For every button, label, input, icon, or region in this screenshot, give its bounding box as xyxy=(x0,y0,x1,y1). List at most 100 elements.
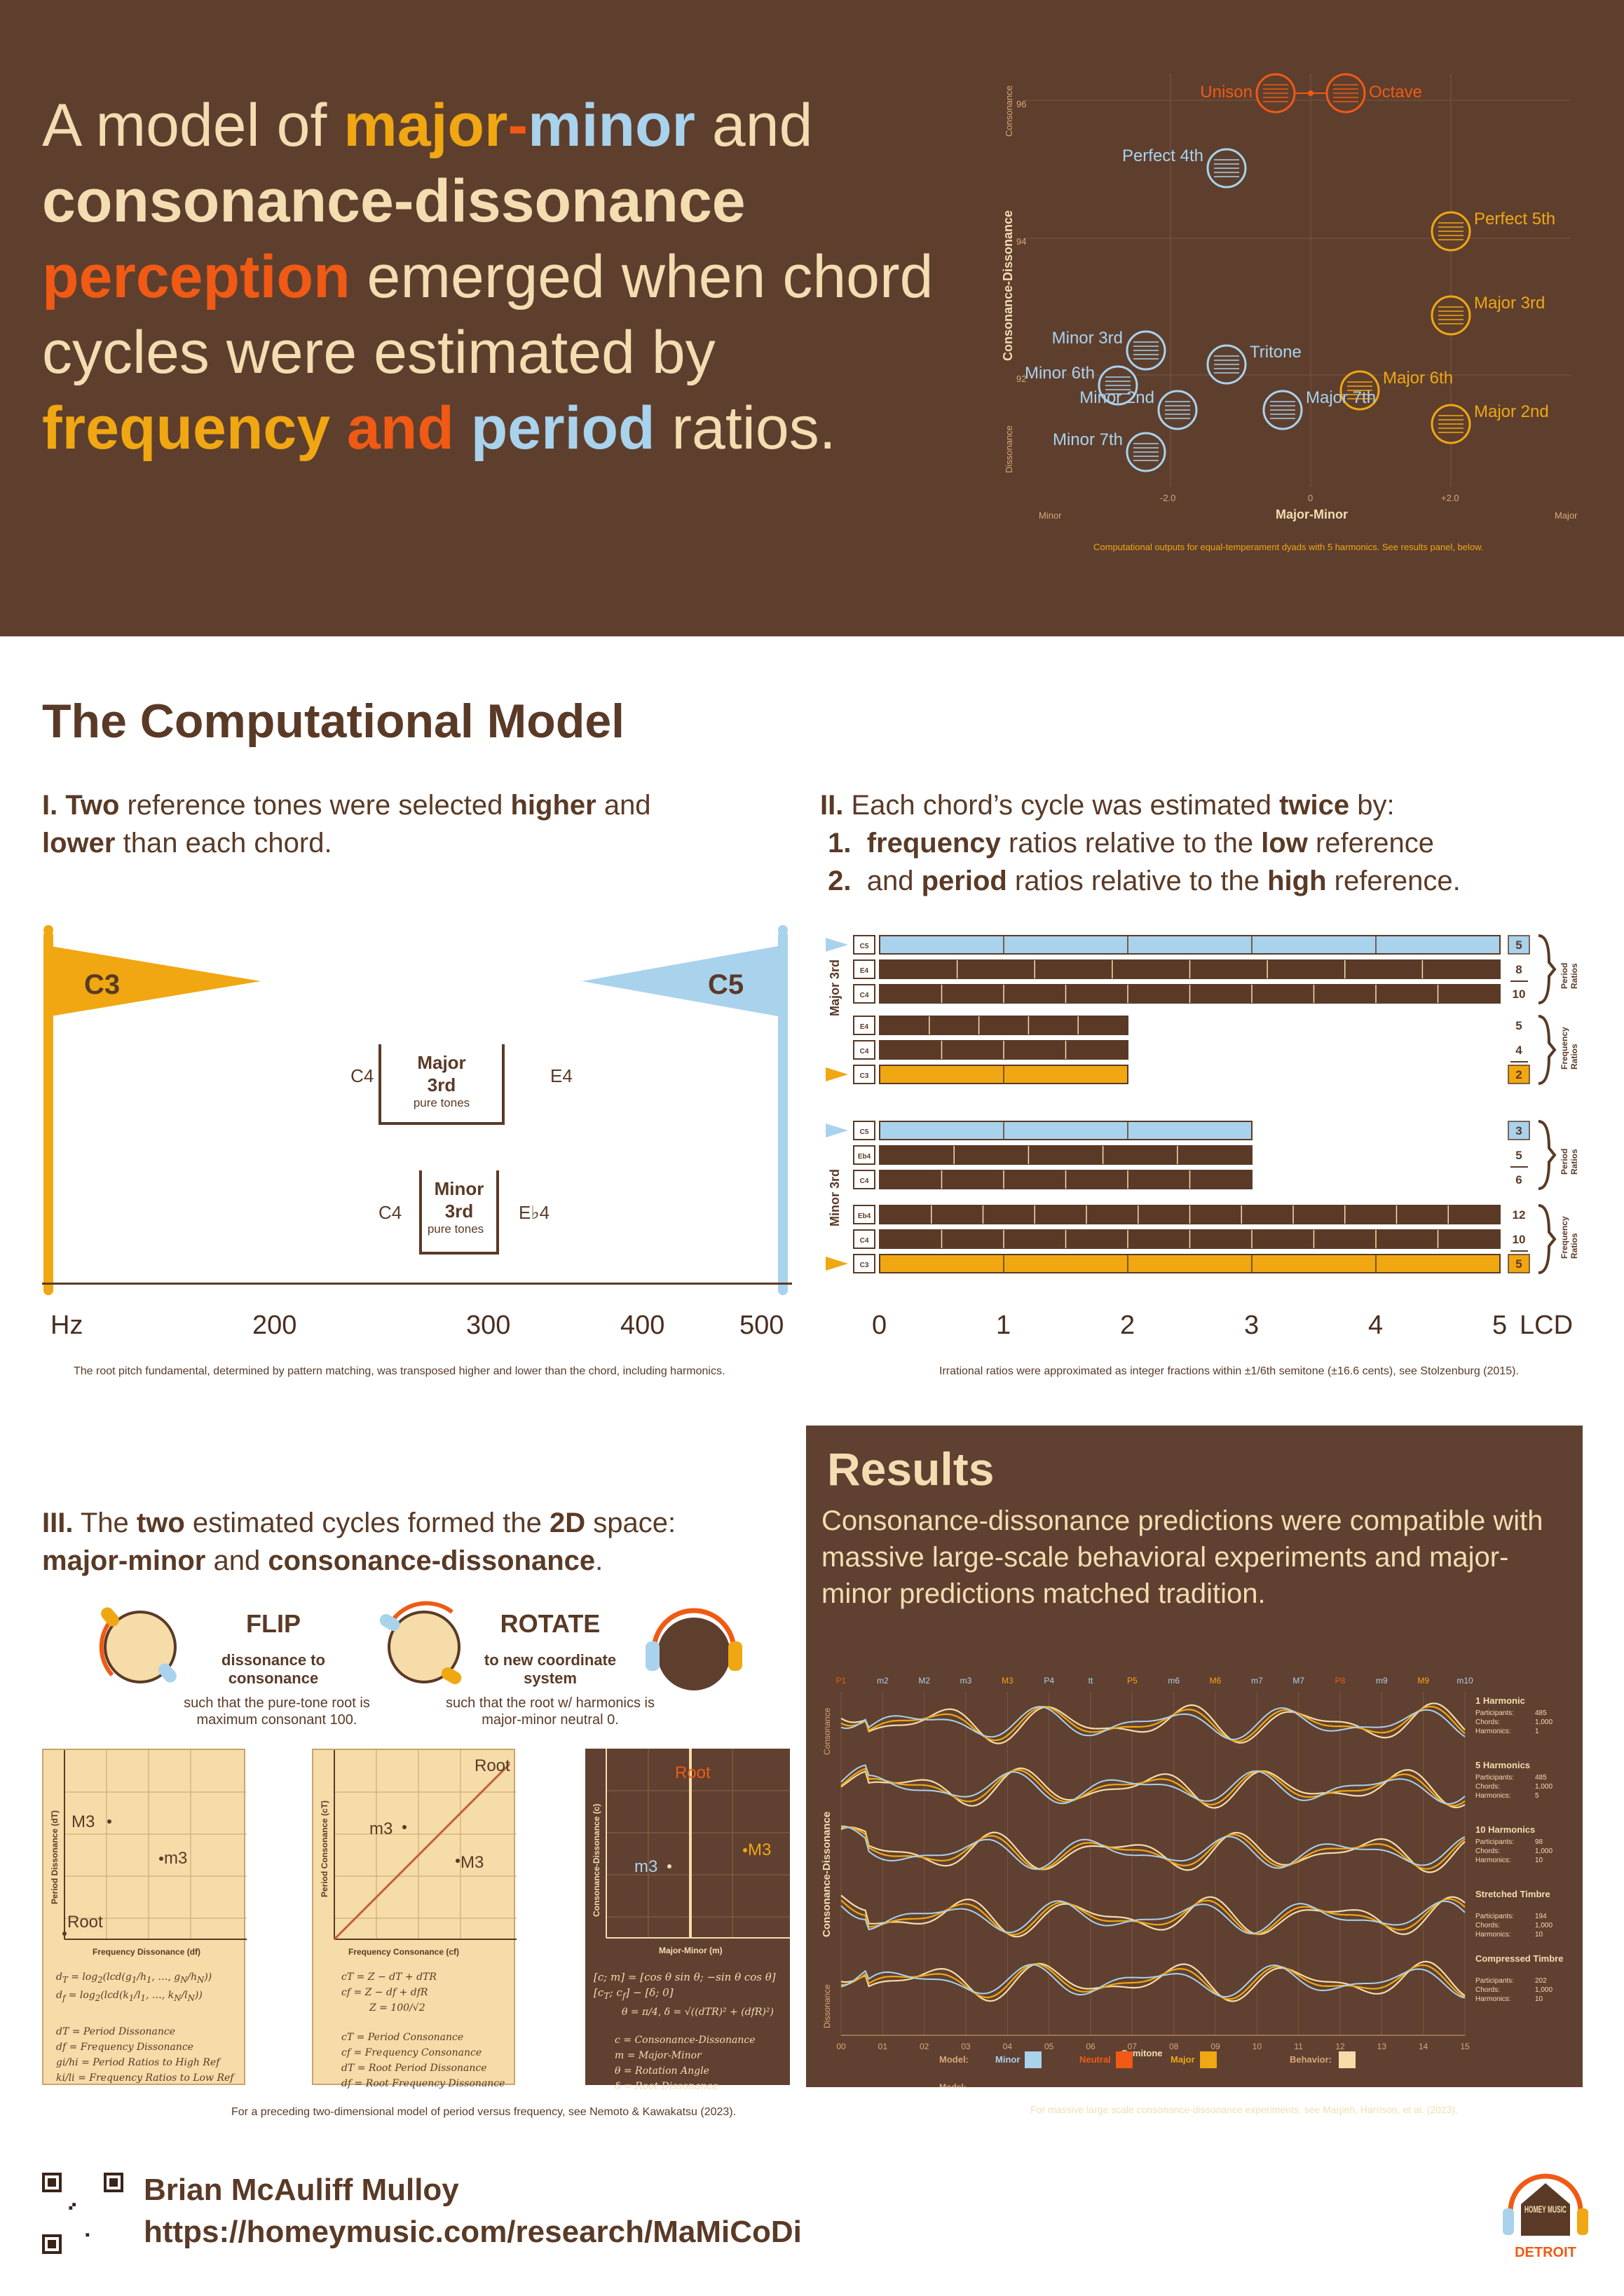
x-label: Frequency Dissonance (df) xyxy=(93,1947,200,1957)
homey-music-logo: HOMEY MUSIC DETROIT xyxy=(1503,2173,1588,2260)
eq: cf = Z − df + dfR xyxy=(341,1987,428,1998)
row-tag: C4 xyxy=(860,1177,869,1185)
low-flag-label: C3 xyxy=(84,969,120,1000)
hz-tick: 500 xyxy=(739,1311,784,1340)
pole-cap xyxy=(43,925,53,935)
ratio-row: Eb4 xyxy=(853,1205,1501,1224)
row-tag: C5 xyxy=(860,1128,869,1136)
def: θ = Rotation Angle xyxy=(615,2065,709,2077)
legend-behavior: Behavior: xyxy=(1290,2054,1332,2065)
rotate-title: ROTATE xyxy=(500,1609,601,1638)
row-tag: Eb4 xyxy=(858,1212,871,1220)
semitone-label: 06 xyxy=(1086,2042,1096,2051)
ratio-row: C3 xyxy=(826,1065,1128,1084)
results-panel: Results Consonance-dissonance prediction… xyxy=(806,1426,1583,2115)
def: m = Major-Minor xyxy=(615,2050,702,2061)
condition-info: Compressed Timbre Participants: 202 Chords:… xyxy=(1475,1953,1563,2003)
x-left-label: Minor xyxy=(1039,510,1062,521)
ratio-label: Frequency xyxy=(1560,1027,1569,1070)
text: . xyxy=(595,1545,603,1576)
bold-word: 2D xyxy=(549,1508,586,1538)
semitone-label: 14 xyxy=(1419,2042,1428,2051)
bold-word: low xyxy=(1261,828,1308,859)
flip-text: FLIP dissonance to consonance xyxy=(196,1609,350,1688)
interval-label: P1 xyxy=(836,1676,847,1686)
eq: Z = 100/√2 xyxy=(369,2002,425,2014)
y-axis-label: Consonance-Dissonance xyxy=(821,1812,833,1937)
scatter-label: Minor 2nd xyxy=(1079,388,1154,407)
title-consonance: consonance-dissonance xyxy=(42,168,746,235)
text: and xyxy=(596,790,651,821)
ratio-bar xyxy=(879,1121,1253,1140)
interval-label: M3 xyxy=(1002,1676,1014,1686)
pt-label: Root xyxy=(675,1763,711,1782)
author-name: Brian McAuliff Mulloy xyxy=(144,2173,459,2207)
scatter-label: Unison xyxy=(1200,83,1253,102)
condition-info: 1 Harmonic Participants: 485 Chords: 1,000 Ha… xyxy=(1475,1695,1553,1735)
scatter-point: Major 7th xyxy=(1262,388,1376,430)
chord-name: Minor 3rd xyxy=(422,1177,496,1222)
y-tick: 96 xyxy=(1016,99,1026,109)
condition-name: 10 Harmonics xyxy=(1475,1824,1535,1835)
y-bottom-label: Dissonance xyxy=(822,1984,832,2028)
text: ratios relative to the xyxy=(1000,828,1262,859)
stat-label: Harmonics: xyxy=(1475,1728,1511,1735)
ratio-num: 2 xyxy=(1515,1068,1522,1081)
scatter-point: Minor 3rd xyxy=(1052,329,1166,371)
ratio-num: 5 xyxy=(1515,1149,1522,1162)
scatter-point: Major 3rd xyxy=(1431,294,1545,336)
hz-tick: 200 xyxy=(252,1311,297,1340)
y-tick: 92 xyxy=(1016,374,1026,384)
panel-defs: [c; m] = [cos θ sin θ; −sin θ cos θ] [cT… xyxy=(585,1962,790,2094)
author-url[interactable]: https://homeymusic.com/research/MaMiCoDi xyxy=(144,2215,802,2249)
legend-minor-swatch xyxy=(1025,2051,1042,2068)
text: Each chord’s cycle was estimated xyxy=(851,790,1280,821)
low-flagpole xyxy=(43,931,53,1295)
y-label: Consonance-Dissonance (c) xyxy=(592,1804,601,1917)
x-label: Frequency Consonance (cf) xyxy=(348,1947,459,1957)
ratio-num: 5 xyxy=(1515,1019,1522,1032)
flip-icon xyxy=(99,1607,177,1683)
text: space: xyxy=(585,1508,676,1538)
matrix-eq: [c; m] = [cos θ sin θ; −sin θ cos θ] [cT… xyxy=(594,1971,776,2001)
stat-value: 1,000 xyxy=(1535,1847,1553,1855)
rotate-bold: to new coordinate system xyxy=(484,1651,617,1687)
ratio-row: Eb4 xyxy=(853,1145,1253,1165)
condition-name: Compressed Timbre xyxy=(1475,1953,1563,1964)
major-block-label: Major 3rd xyxy=(828,959,842,1016)
stat-value: 10 xyxy=(1535,1931,1543,1939)
row-tag: C3 xyxy=(860,1072,869,1080)
bold-word: higher xyxy=(510,790,596,821)
bold-word: high xyxy=(1267,866,1327,896)
interval-label: P4 xyxy=(1044,1676,1054,1686)
ratios-diagram: Major 3rd Minor 3rd C5 E4 C4 E4 C4 C3 C5 Eb4 C4 E… xyxy=(826,934,1579,1274)
ratio-num: 6 xyxy=(1515,1173,1522,1187)
hz-caption: The root pitch fundamental, determined b… xyxy=(74,1365,725,1377)
stat-label: Harmonics: xyxy=(1475,1931,1511,1939)
step2-text: II. Each chord’s cycle was estimated twi… xyxy=(820,786,1591,900)
semitone-label: 05 xyxy=(1044,2042,1054,2051)
bold-word: two xyxy=(136,1508,185,1538)
lcd-tick: 2 xyxy=(1120,1311,1135,1340)
x-tick: 0 xyxy=(1308,493,1313,503)
pt-label: Root xyxy=(67,1913,103,1932)
y-top-label: Consonance xyxy=(822,1707,832,1755)
scatter-point: Major 2nd xyxy=(1431,402,1549,444)
ratio-num: 3 xyxy=(1515,1124,1522,1137)
logo-city: DETROIT xyxy=(1515,2245,1576,2260)
chord-name-2: 3rd xyxy=(427,1074,456,1095)
condition-name: 5 Harmonics xyxy=(1475,1760,1530,1770)
interval-label: M7 xyxy=(1292,1676,1304,1686)
result-curve-set xyxy=(840,1960,1466,2002)
legend-major-swatch xyxy=(1200,2051,1217,2068)
x-label: Major-Minor (m) xyxy=(659,1946,723,1955)
title-dash: - xyxy=(507,92,528,159)
ratio-label: Period xyxy=(1560,1149,1569,1175)
lcd-axis: 0 1 2 3 4 5 LCD xyxy=(820,1311,1591,1340)
dissonance-plot: M3 m3 Root Frequency Dissonance (df) Per… xyxy=(50,1750,247,1957)
text: ratios relative to the xyxy=(1007,866,1268,896)
ratio-label: Frequency xyxy=(1560,1216,1569,1259)
condition-name: Stretched Timbre xyxy=(1475,1889,1550,1899)
ratio-bar xyxy=(879,1145,1253,1165)
